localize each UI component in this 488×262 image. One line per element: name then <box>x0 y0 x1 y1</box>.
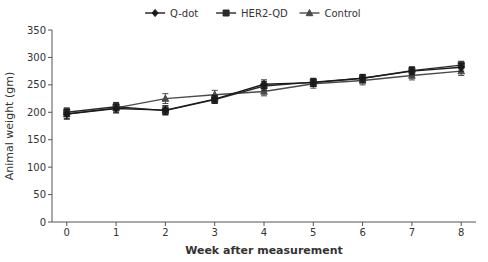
y-tick-label: 300 <box>27 52 46 63</box>
error-bar <box>64 108 70 119</box>
error-bar <box>261 80 267 89</box>
y-tick-label: 200 <box>27 107 46 118</box>
series-0 <box>64 63 464 118</box>
data-point <box>310 79 316 86</box>
chart-container: 0 1 2 3 4 5 6 7 8 0 50 100 150 200 250 300 350 Week after… <box>0 0 488 262</box>
error-bar <box>458 63 464 71</box>
y-axis-label: Animal weight (gm) <box>3 72 16 180</box>
error-bar <box>310 79 316 88</box>
data-point <box>458 64 464 71</box>
error-bar <box>212 96 218 104</box>
x-tick <box>313 222 314 226</box>
data-point <box>360 75 366 82</box>
error-bar <box>310 79 316 87</box>
y-tick <box>48 194 52 195</box>
error-bar <box>64 110 70 119</box>
error-bar <box>113 103 119 113</box>
x-tick-label: 8 <box>458 227 464 238</box>
x-tick-label: 2 <box>162 227 168 238</box>
error-cap <box>64 107 70 108</box>
error-cap <box>409 79 415 80</box>
error-cap <box>162 103 168 104</box>
y-tick <box>48 84 52 85</box>
x-tick-label: 6 <box>359 227 365 238</box>
error-bar <box>113 102 119 111</box>
x-tick <box>411 222 412 226</box>
x-tick <box>362 222 363 226</box>
x-tick <box>165 222 166 226</box>
plot-area <box>63 61 464 119</box>
series-1 <box>64 61 464 116</box>
series-line <box>67 67 461 114</box>
series-2 <box>63 67 464 120</box>
legend-item: Q-dot <box>145 8 198 19</box>
data-point <box>162 106 168 113</box>
error-bar <box>113 104 119 113</box>
y-axis-line <box>52 30 53 222</box>
x-tick-label: 0 <box>64 227 70 238</box>
legend-label: Control <box>325 8 361 19</box>
error-cap <box>261 95 267 96</box>
x-tick-label: 7 <box>409 227 415 238</box>
y-tick <box>48 222 52 223</box>
y-tick-label: 100 <box>27 162 46 173</box>
x-tick-label: 3 <box>212 227 218 238</box>
error-bar <box>310 78 316 86</box>
error-cap <box>162 115 168 116</box>
y-tick <box>48 112 52 113</box>
y-tick <box>48 30 52 31</box>
error-bar <box>162 106 168 115</box>
x-tick <box>66 222 67 226</box>
legend-item: Control <box>300 8 361 19</box>
y-tick <box>48 139 52 140</box>
error-bar <box>409 67 415 75</box>
data-point <box>212 96 218 103</box>
x-tick-label: 5 <box>310 227 316 238</box>
legend: Q-dot HER2-QD Control <box>145 8 361 19</box>
error-bar <box>261 82 267 91</box>
data-point <box>360 75 366 81</box>
legend-label: Q-dot <box>170 8 198 19</box>
x-tick <box>214 222 215 226</box>
legend-marker <box>152 9 158 16</box>
error-cap <box>458 75 464 76</box>
error-bar <box>360 74 366 82</box>
x-tick-label: 1 <box>113 227 119 238</box>
error-cap <box>310 88 316 89</box>
legend-marker <box>306 9 313 15</box>
y-tick-label: 0 <box>40 217 46 228</box>
legend-label: HER2-QD <box>241 8 288 19</box>
legend-marker <box>223 10 229 16</box>
error-bar <box>409 67 415 75</box>
error-cap <box>113 102 119 103</box>
error-bar <box>162 106 168 115</box>
data-point <box>64 110 70 117</box>
x-axis-label: Week after measurement <box>185 244 343 257</box>
x-tick <box>116 222 117 226</box>
data-point <box>409 68 415 75</box>
data-point <box>113 105 119 112</box>
y-tick-label: 350 <box>27 25 46 36</box>
legend-item: HER2-QD <box>216 8 288 19</box>
y-tick <box>48 57 52 58</box>
y-tick <box>48 167 52 168</box>
data-point <box>261 81 267 88</box>
y-tick-label: 150 <box>27 134 46 145</box>
error-bar <box>212 95 218 103</box>
x-tick <box>461 222 462 226</box>
data-point <box>261 88 268 94</box>
x-tick <box>264 222 265 226</box>
x-tick-label: 4 <box>261 227 267 238</box>
error-bar <box>162 94 168 104</box>
error-bar <box>360 74 366 82</box>
error-cap <box>261 90 267 91</box>
data-point <box>162 95 169 101</box>
error-cap <box>64 119 70 120</box>
y-tick-label: 50 <box>33 189 46 200</box>
chart-svg: 0 1 2 3 4 5 6 7 8 0 50 100 150 200 250 300 350 Week after… <box>0 0 488 262</box>
error-cap <box>360 84 366 85</box>
error-bar <box>64 108 70 117</box>
y-tick-label: 250 <box>27 79 46 90</box>
